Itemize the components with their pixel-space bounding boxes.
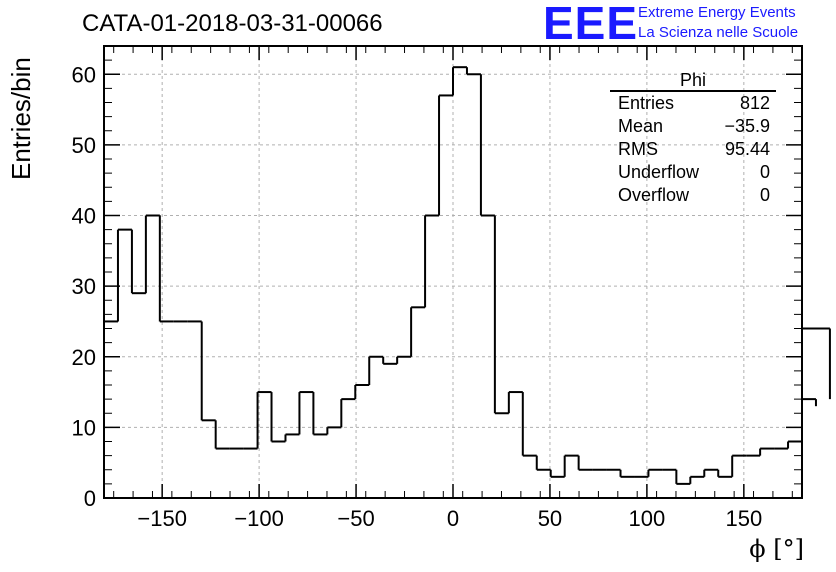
stats-value: 95.44	[724, 139, 770, 159]
stats-row-underflow: Underflow 0	[610, 161, 776, 184]
stats-row-mean: Mean −35.9	[610, 115, 776, 138]
y-tick-label: 10	[72, 415, 96, 440]
y-tick-label: 40	[72, 204, 96, 229]
stats-row-rms: RMS 95.44	[610, 138, 776, 161]
y-tick-label: 60	[72, 62, 96, 87]
x-axis-label: ϕ [°]	[749, 535, 804, 563]
x-tick-label: −150	[137, 506, 187, 531]
x-tick-label: 150	[725, 506, 762, 531]
logo-line-2: La Scienza nelle Scuole	[638, 24, 799, 41]
stats-value: −35.9	[724, 116, 770, 136]
stats-label: Underflow	[618, 162, 700, 182]
stats-row-entries: Entries 812	[610, 92, 776, 115]
stats-value: 0	[759, 185, 770, 205]
x-tick-label: 50	[538, 506, 562, 531]
stats-row-overflow: Overflow 0	[610, 184, 776, 207]
x-tick-label: 100	[629, 506, 666, 531]
y-tick-label: 0	[84, 486, 96, 511]
stats-label: RMS	[618, 139, 658, 159]
x-axis-ticks: −150 −100 −50 0 50 100 150	[113, 46, 793, 531]
y-tick-label: 50	[72, 133, 96, 158]
stats-value: 0	[759, 162, 770, 182]
y-axis-ticks: 0 10 20 30 40 50 60	[72, 59, 802, 511]
stats-label: Overflow	[618, 185, 690, 205]
x-tick-label: −100	[234, 506, 284, 531]
run-title: CATA-01-2018-03-31-00066	[82, 10, 383, 37]
stats-title: Phi	[610, 70, 776, 92]
y-tick-label: 20	[72, 345, 96, 370]
logo-line-1: Extreme Energy Events	[638, 4, 796, 21]
stats-box: Phi Entries 812 Mean −35.9 RMS 95.44 Und…	[610, 70, 776, 207]
y-tick-label: 30	[72, 274, 96, 299]
stats-label: Mean	[618, 116, 664, 136]
x-tick-label: 0	[447, 506, 459, 531]
histogram-series	[104, 66, 831, 485]
y-axis-label: Entries/bin	[6, 57, 36, 180]
x-tick-label: −50	[337, 506, 374, 531]
stats-label: Entries	[618, 93, 675, 113]
eee-logo: EEE	[543, 0, 639, 49]
stats-value: 812	[739, 93, 770, 113]
